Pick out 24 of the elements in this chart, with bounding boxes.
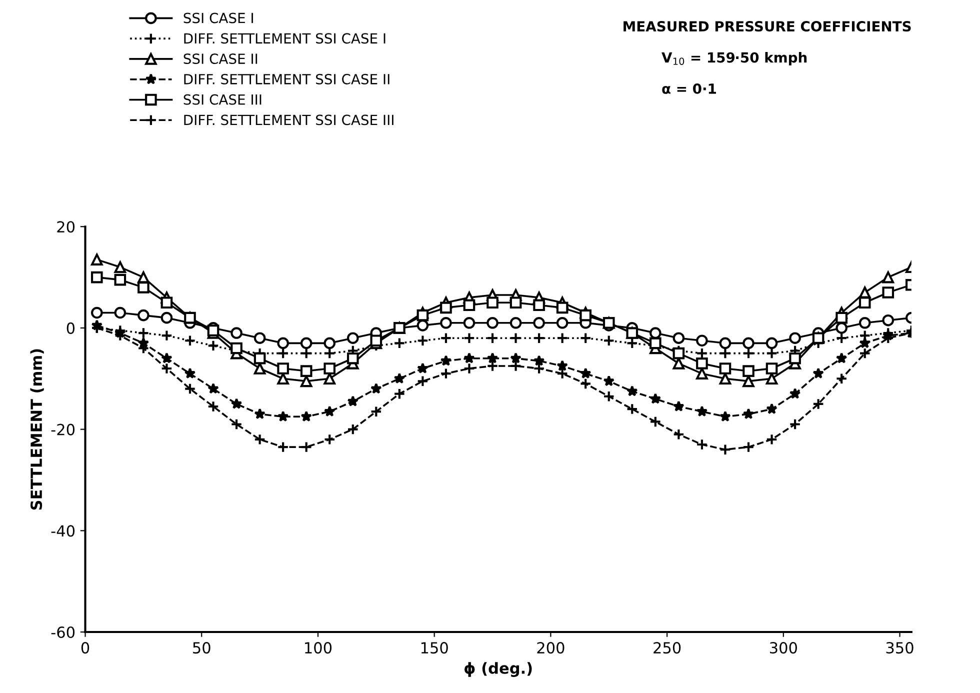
text: α = 0·1 <box>662 83 716 94</box>
x-tick-label: 350 <box>886 642 914 654</box>
y-tick-label: 0 <box>66 322 75 334</box>
x-tick-label: 50 <box>193 642 210 654</box>
legend-label: SSI CASE III <box>184 94 262 105</box>
legend-label: DIFF. SETTLEMENT SSI CASE II <box>184 74 390 84</box>
legend-label: SSI CASE II <box>184 54 258 64</box>
x-tick-label: 300 <box>770 642 797 654</box>
legend-label: SSI CASE I <box>184 12 253 24</box>
x-tick-label: 200 <box>537 642 564 654</box>
text: V$_{10}$ = 159·50 kmph <box>662 52 807 66</box>
x-tick-label: 150 <box>421 642 448 654</box>
y-tick-label: -20 <box>51 424 75 436</box>
x-tick-label: 0 <box>81 642 90 654</box>
text: MEASURED PRESSURE COEFFICIENTS <box>624 21 911 32</box>
legend-label: DIFF. SETTLEMENT SSI CASE III <box>184 114 394 126</box>
x-tick-label: 100 <box>305 642 332 654</box>
x-tick-label: 250 <box>654 642 681 654</box>
y-tick-label: -40 <box>51 525 75 537</box>
y-tick-label: 20 <box>57 221 75 233</box>
x-axis-title: ϕ (deg.) <box>464 662 532 677</box>
y-axis-title: SETTLEMENT (mm) <box>30 349 44 510</box>
legend-label: DIFF. SETTLEMENT SSI CASE I <box>184 33 386 44</box>
y-tick-label: -60 <box>51 626 75 638</box>
